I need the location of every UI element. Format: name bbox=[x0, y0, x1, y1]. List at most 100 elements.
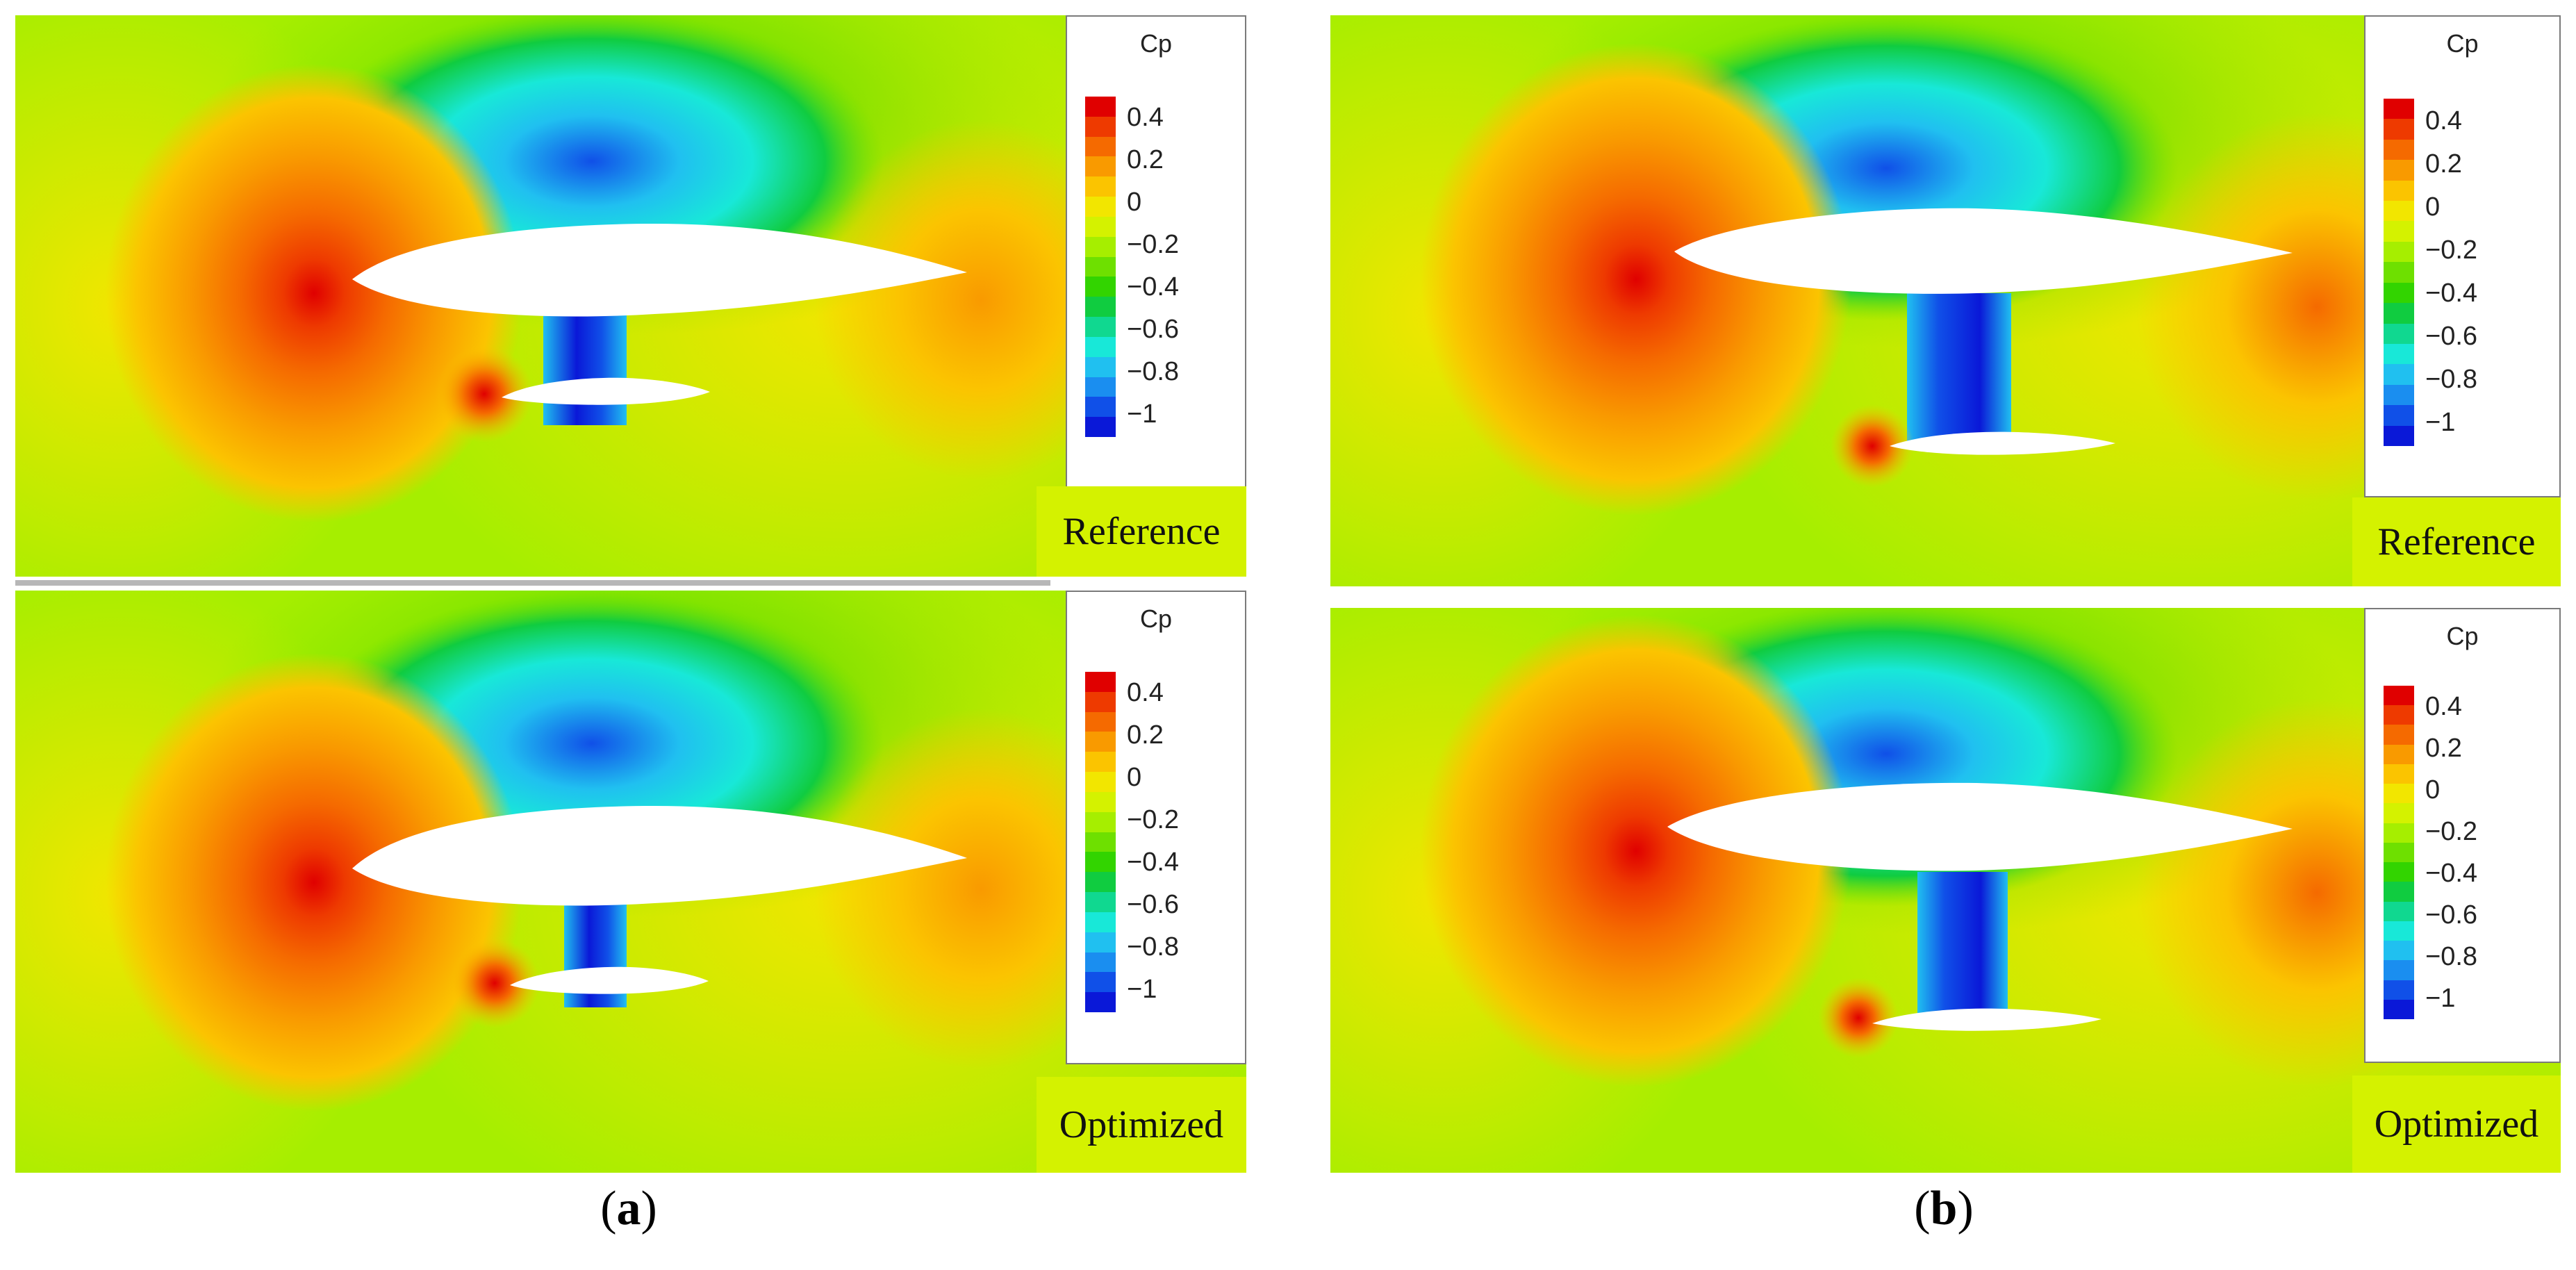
colorbar-band bbox=[2384, 744, 2414, 765]
colorbar-band bbox=[1085, 317, 1116, 338]
colorbar-tick-label: −0.2 bbox=[1127, 805, 1180, 834]
colorbar-band bbox=[2384, 99, 2414, 119]
colorbar: Cp 0.4 0.2 0 −0.2 −0.4 −0.6 −0.8 −1 bbox=[2364, 15, 2561, 497]
colorbar-band bbox=[1085, 156, 1116, 177]
colorbar-band bbox=[1085, 136, 1116, 157]
colorbar: Cp 0.4 0.2 0 −0.2 −0.4 −0.6 −0.8 −1 bbox=[1066, 591, 1246, 1064]
caption-letter: b bbox=[1930, 1182, 1958, 1235]
pressure-field bbox=[1330, 15, 2561, 586]
main-airfoil bbox=[1674, 208, 2293, 294]
colorbar-tick-label: −1 bbox=[2425, 408, 2456, 437]
colorbar-band bbox=[1085, 892, 1116, 913]
colorbar-tick-label: 0.2 bbox=[2425, 149, 2462, 179]
colorbar-tick-label: −0.8 bbox=[2425, 942, 2478, 971]
colorbar-band bbox=[2384, 842, 2414, 863]
colorbar-band bbox=[2384, 941, 2414, 961]
panel-label-optimized: Optimized bbox=[1037, 1077, 1246, 1173]
colorbar-band bbox=[2384, 323, 2414, 345]
colorbar-title: Cp bbox=[2446, 622, 2479, 650]
colorbar-band bbox=[1085, 772, 1116, 793]
colorbar-band bbox=[2384, 882, 2414, 902]
colorbar-gradient bbox=[2384, 99, 2414, 447]
colorbar-band bbox=[1085, 952, 1116, 973]
colorbar-band bbox=[1085, 691, 1116, 713]
colorbar-title: Cp bbox=[1139, 604, 1173, 633]
colorbar-band bbox=[1085, 116, 1116, 138]
colorbar-band bbox=[2384, 384, 2414, 406]
flap-airfoil bbox=[510, 966, 709, 994]
colorbar-band bbox=[1085, 872, 1116, 893]
colorbar-band bbox=[1085, 256, 1116, 277]
colorbar-band bbox=[1085, 972, 1116, 993]
colorbar-tick-label: 0.4 bbox=[1127, 678, 1164, 707]
flap-airfoil bbox=[1890, 431, 2115, 455]
colorbar-band bbox=[1085, 236, 1116, 258]
colorbar-tick-label: −0.8 bbox=[2425, 365, 2478, 394]
colorbar-band bbox=[1085, 912, 1116, 933]
colorbar-band bbox=[2384, 999, 2414, 1020]
colorbar-tick-label: −0.4 bbox=[1127, 272, 1180, 302]
colorbar-band bbox=[2384, 201, 2414, 222]
colorbar-band bbox=[2384, 364, 2414, 386]
panel-divider bbox=[15, 580, 1050, 586]
colorbar-band bbox=[1085, 397, 1116, 418]
caption-letter: a bbox=[616, 1182, 641, 1235]
cp-contour-panel-b-reference: Cp 0.4 0.2 0 −0.2 −0.4 −0.6 −0.8 −1 Reference bbox=[1330, 15, 2561, 586]
colorbar: Cp 0.4 0.2 0 −0.2 −0.4 −0.6 −0.8 −1 bbox=[2364, 608, 2561, 1063]
pressure-field bbox=[15, 591, 1246, 1173]
colorbar-band bbox=[1085, 752, 1116, 773]
colorbar-band bbox=[1085, 176, 1116, 197]
colorbar-band bbox=[1085, 711, 1116, 732]
colorbar-tick-label: −0.2 bbox=[2425, 236, 2478, 265]
colorbar-tick-label: 0 bbox=[1127, 188, 1142, 217]
colorbar-band bbox=[2384, 282, 2414, 304]
colorbar-tick-label: −1 bbox=[2425, 984, 2456, 1013]
panel-label-reference: Reference bbox=[2352, 497, 2561, 586]
colorbar-band bbox=[2384, 405, 2414, 427]
colorbar-tick-label: 0.2 bbox=[1127, 145, 1164, 174]
colorbar-tick-label: −0.6 bbox=[2425, 322, 2478, 351]
colorbar-band bbox=[1085, 672, 1116, 693]
colorbar-band bbox=[2384, 160, 2414, 181]
colorbar-tick-label: −1 bbox=[1127, 975, 1157, 1004]
colorbar: Cp 0.4 0.2 0 −0.2 −0.4 −0.6 −0.8 −1 bbox=[1066, 15, 1246, 488]
colorbar-band bbox=[1085, 852, 1116, 873]
colorbar-tick-label: −0.8 bbox=[1127, 932, 1180, 962]
colorbar-band bbox=[1085, 97, 1116, 117]
flap-airfoil bbox=[1872, 1008, 2102, 1031]
colorbar-band bbox=[2384, 960, 2414, 981]
colorbar-band bbox=[1085, 297, 1116, 318]
colorbar-tick-label: 0.2 bbox=[2425, 734, 2462, 763]
cp-contour-panel-a-optimized: Cp 0.4 0.2 0 −0.2 −0.4 −0.6 −0.8 −1 Optimized bbox=[15, 591, 1246, 1173]
colorbar-tick-label: −0.2 bbox=[1127, 230, 1180, 259]
colorbar-band bbox=[2384, 784, 2414, 804]
colorbar-tick-label: −0.8 bbox=[1127, 357, 1180, 386]
colorbar-band bbox=[1085, 932, 1116, 953]
colorbar-band bbox=[2384, 221, 2414, 242]
colorbar-band bbox=[1085, 197, 1116, 217]
colorbar-title: Cp bbox=[1139, 29, 1173, 58]
pressure-field bbox=[1330, 608, 2561, 1173]
colorbar-gradient bbox=[1085, 97, 1116, 438]
colorbar-tick-label: 0.2 bbox=[1127, 720, 1164, 750]
colorbar-tick-label: 0 bbox=[2425, 192, 2441, 222]
subfigure-caption-a: (a) bbox=[600, 1182, 657, 1235]
cp-contour-panel-b-optimized: Cp 0.4 0.2 0 −0.2 −0.4 −0.6 −0.8 −1 Optimized bbox=[1330, 608, 2561, 1173]
colorbar-tick-label: −0.6 bbox=[2425, 900, 2478, 930]
colorbar-tick-label: −0.4 bbox=[2425, 279, 2478, 308]
colorbar-band bbox=[1085, 277, 1116, 297]
colorbar-band bbox=[2384, 764, 2414, 784]
colorbar-tick-label: 0.4 bbox=[2425, 106, 2462, 135]
colorbar-tick-label: −0.6 bbox=[1127, 315, 1180, 344]
colorbar-band bbox=[2384, 803, 2414, 824]
colorbar-band bbox=[2384, 921, 2414, 941]
colorbar-band bbox=[2384, 686, 2414, 706]
colorbar-tick-label: −0.2 bbox=[2425, 817, 2478, 846]
colorbar-band bbox=[2384, 343, 2414, 365]
panel-label-optimized: Optimized bbox=[2352, 1075, 2561, 1173]
colorbar-band bbox=[2384, 705, 2414, 725]
subfigure-caption-b: (b) bbox=[1914, 1182, 1974, 1235]
colorbar-band bbox=[1085, 216, 1116, 238]
colorbar-tick-label: 0 bbox=[1127, 763, 1142, 792]
colorbar-tick-label: 0.4 bbox=[1127, 103, 1164, 132]
